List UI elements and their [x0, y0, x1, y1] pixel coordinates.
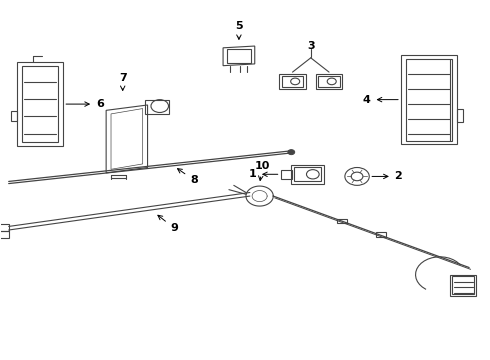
Text: 9: 9	[158, 215, 178, 233]
Text: 1: 1	[248, 169, 278, 179]
Text: 8: 8	[177, 168, 198, 185]
Bar	[279, 74, 306, 89]
Bar	[401, 55, 457, 144]
Bar	[0, 231, 9, 238]
Text: 3: 3	[307, 41, 315, 51]
Circle shape	[288, 150, 294, 155]
Bar	[291, 165, 324, 184]
Text: 6: 6	[66, 99, 104, 109]
Bar	[316, 74, 343, 89]
Bar	[457, 109, 463, 122]
Bar	[281, 170, 292, 179]
Bar	[406, 59, 452, 141]
Bar	[227, 49, 251, 63]
Bar	[17, 62, 63, 146]
Bar	[294, 167, 321, 181]
Bar	[11, 111, 18, 121]
Bar	[337, 219, 347, 224]
Text: 10: 10	[254, 161, 270, 180]
Bar	[145, 100, 169, 114]
Bar	[452, 276, 474, 294]
Text: 4: 4	[363, 95, 398, 105]
Bar	[22, 66, 58, 143]
Text: 5: 5	[235, 21, 243, 39]
Bar	[318, 76, 340, 87]
Bar	[282, 76, 303, 87]
Text: 7: 7	[119, 73, 126, 90]
Text: 2: 2	[372, 171, 402, 181]
Bar	[450, 275, 476, 296]
Bar	[376, 233, 386, 237]
Bar	[0, 224, 9, 231]
